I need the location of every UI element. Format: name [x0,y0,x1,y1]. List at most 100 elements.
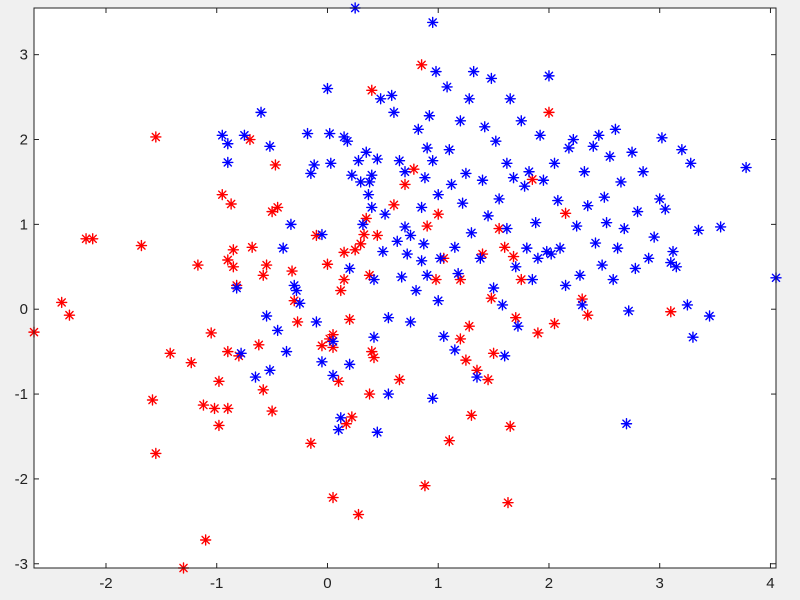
data-point [685,157,697,169]
data-point [604,150,616,163]
y-tick-label: 2 [20,132,28,149]
data-point [648,231,660,243]
data-point [225,198,237,210]
data-point [476,174,489,186]
data-point [631,205,644,218]
data-point [393,373,406,386]
data-point [341,135,354,147]
x-tick-label: 1 [434,575,442,592]
data-point [185,356,197,369]
data-point [548,157,561,169]
data-point [335,412,347,424]
y-tick-label: 0 [20,301,28,318]
data-point [507,250,520,263]
data-point [552,194,564,207]
data-point [415,255,428,267]
data-point [593,129,605,141]
data-point [559,279,572,292]
data-point [327,328,339,341]
y-tick-label: 1 [20,216,28,233]
data-point [371,153,384,165]
data-point [404,316,417,328]
data-point [410,284,422,297]
data-point [338,246,350,259]
data-point [199,534,212,546]
data-point [430,273,442,286]
data-point [510,311,522,324]
data-point [548,317,561,330]
data-point [216,188,228,201]
data-point [227,261,240,273]
data-point [366,201,378,214]
x-tick-label: -2 [99,575,112,592]
data-point [532,252,544,265]
data-point [589,237,602,249]
data-point [305,437,317,449]
data-point [164,347,176,360]
data-point [360,146,372,158]
data-point [253,339,265,351]
data-point [515,273,527,286]
data-point [227,244,240,256]
data-points [28,2,782,574]
data-point [418,238,430,250]
data-point [382,311,395,324]
x-axis: -2 -1 0 1 2 3 4 [99,8,775,592]
data-point [360,212,372,225]
data-point [63,309,76,321]
data-point [216,129,228,141]
data-point [222,138,234,150]
data-point [543,106,555,119]
data-point [391,235,403,248]
data-point [432,295,444,307]
data-point [264,364,276,377]
data-point [230,282,243,294]
data-point [493,193,505,205]
data-point [321,82,334,95]
data-point [426,155,439,167]
data-point [366,84,378,97]
data-point [443,435,455,447]
data-point [537,174,550,186]
data-point [310,316,323,328]
data-point [471,371,483,383]
data-point [401,248,413,260]
data-point [343,262,356,275]
data-point [222,402,234,415]
data-point [570,220,583,232]
data-point [432,208,444,220]
data-point [291,316,304,328]
data-point [368,273,380,286]
data-point [485,292,498,304]
data-point [460,167,472,180]
data-point [415,59,428,71]
data-point [545,248,557,260]
data-point [368,331,380,343]
data-point [321,258,334,270]
data-point [502,496,514,509]
data-point [598,191,611,203]
axes-box [33,7,777,569]
data-point [343,358,356,371]
data-point [426,392,439,405]
data-point [205,327,217,339]
data-point [609,123,622,136]
data-point [642,252,655,265]
y-tick-label: 3 [20,47,28,64]
data-point [277,242,289,254]
data-point [135,239,148,252]
data-point [656,132,668,144]
data-point [368,351,380,364]
data-point [498,350,511,362]
data-point [404,229,417,242]
data-point [554,242,566,254]
data-point [408,163,420,175]
data-point [576,299,588,311]
data-point [308,159,320,171]
data-point [687,331,699,343]
data-point [260,310,273,322]
data-point [629,262,642,275]
data-point [346,411,358,423]
data-point [445,178,458,191]
data-point [280,345,293,358]
